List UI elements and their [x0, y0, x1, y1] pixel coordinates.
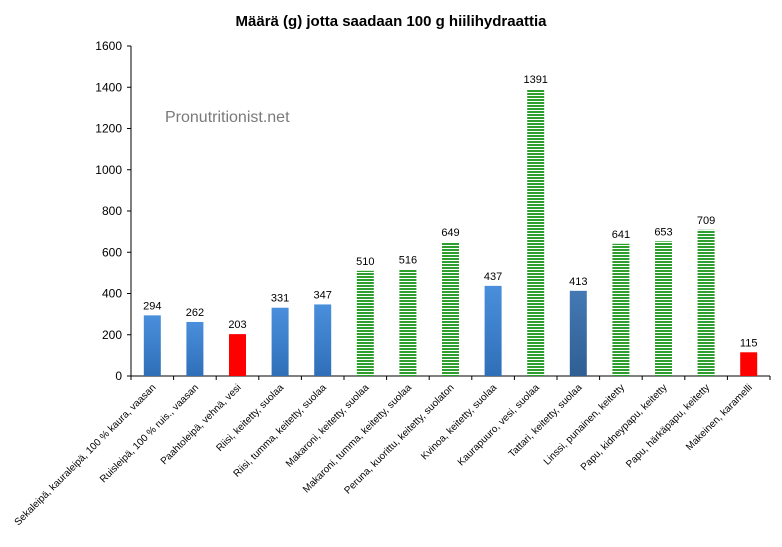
bar: [740, 352, 758, 376]
data-label: 115: [740, 337, 758, 349]
data-label: 413: [569, 276, 587, 288]
bar: [186, 321, 204, 376]
y-tick-label: 600: [102, 245, 122, 259]
x-tick-label: Papu, kidneypapu, keitetty: [579, 382, 670, 473]
data-label: 203: [228, 319, 246, 331]
x-tick-label: Makaroni, keitetty, suolaa: [284, 382, 372, 470]
bar: [229, 334, 246, 376]
data-label: 347: [314, 289, 332, 301]
x-tick-label: Linssi, punainen, keitetty: [542, 382, 627, 467]
data-label: 653: [654, 226, 672, 238]
data-labels: 294 262 203 331 347 510 516 649 437 1391 413 641 653…: [143, 74, 757, 349]
data-label: 437: [484, 271, 502, 283]
x-tick-label: Kaurapuuro, vesi, suolaa: [456, 382, 542, 468]
x-axis-labels: Sekaleipä, kauraleipä, 100 % kaura, vaas…: [13, 382, 755, 528]
y-tick-label: 200: [102, 328, 122, 342]
bar: [143, 315, 161, 376]
data-label: 510: [356, 256, 374, 268]
bar: [399, 269, 417, 376]
data-label: 262: [186, 307, 204, 319]
bar: [655, 241, 672, 376]
data-label: 294: [143, 300, 161, 312]
bar: [356, 270, 374, 376]
y-tick-label: 1200: [95, 122, 122, 136]
bar: [569, 290, 587, 376]
bars: [143, 89, 758, 376]
watermark-text: Pronutritionist.net: [165, 109, 290, 126]
x-tick-label: Paahtoleipä, vehnä, vesi: [159, 382, 244, 467]
x-tick-label: Kvinoa, keitetty, suolaa: [419, 382, 499, 462]
bar: [442, 242, 459, 376]
y-tick-label: 400: [102, 287, 122, 301]
y-tick-label: 1400: [95, 80, 122, 94]
bar: [527, 89, 545, 376]
y-tick-label: 1600: [95, 39, 122, 53]
y-axis-ticks: 0 200 400 600 800 1000 1200 1400 1600: [95, 39, 131, 383]
x-tick-label: Tattari, keitetty, suolaa: [507, 382, 585, 460]
data-label: 516: [399, 255, 417, 267]
data-label: 641: [612, 229, 630, 241]
data-label: 649: [441, 227, 459, 239]
y-tick-label: 800: [102, 204, 122, 218]
bar: [271, 307, 289, 376]
y-tick-label: 1000: [95, 163, 122, 177]
bar: [697, 229, 715, 376]
data-label: 331: [271, 293, 289, 305]
data-label: 1391: [523, 74, 547, 86]
bar: [612, 243, 630, 376]
x-tick-label: Sekaleipä, kauraleipä, 100 % kaura, vaas…: [13, 382, 159, 528]
x-tick-label: Papu, härkäpapu, keitetty: [624, 382, 712, 470]
y-tick-label: 0: [115, 369, 122, 383]
chart-title: Määrä (g) jotta saadaan 100 g hiilihydra…: [236, 13, 548, 30]
bar: [314, 304, 332, 376]
data-label: 709: [697, 215, 715, 227]
bar: [484, 285, 502, 376]
